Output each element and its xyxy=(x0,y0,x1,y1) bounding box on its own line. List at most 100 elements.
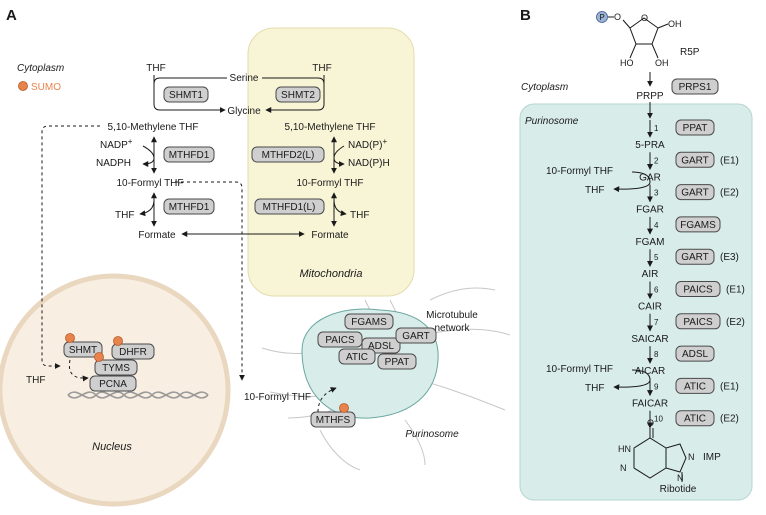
nadph-r: NAD(P)H xyxy=(348,158,390,169)
enzyme-mthfd2l-label: MTHFD2(L) xyxy=(262,150,315,161)
purinosome-panel-b xyxy=(519,103,753,501)
svg-text:OH: OH xyxy=(668,19,682,29)
a-atic-label: ATIC xyxy=(346,352,368,363)
enzyme-pcna-label: PCNA xyxy=(99,379,127,390)
enzyme-mthfd1l-label: MTHFD1(L) xyxy=(263,202,316,213)
r5p-label: R5P xyxy=(680,47,700,58)
network-label: network xyxy=(434,323,470,334)
pathway-steps: 1 PPAT 5-PRA 2 GART (E1) GAR 3 GART (E2) FGAR 4 FGAM… xyxy=(631,119,745,429)
purinosome-label-b: Purinosome xyxy=(525,116,579,127)
step-number: 6 xyxy=(654,286,659,295)
mitochondria-label: Mitochondria xyxy=(300,268,363,280)
enzyme-box xyxy=(675,281,721,297)
imp-structure xyxy=(633,428,687,482)
enzyme-label: GART xyxy=(681,155,709,166)
a-ppat-label: PPAT xyxy=(385,357,410,368)
step-number: 3 xyxy=(654,189,659,198)
thf-r3: THF xyxy=(350,210,369,221)
a-gart-label: GART xyxy=(402,331,430,342)
enzyme-shmt1 xyxy=(163,86,209,103)
enzyme-mthfd1-a xyxy=(163,146,215,163)
thf-b1: THF xyxy=(585,185,604,196)
enzyme-dhfr-label: DHFR xyxy=(119,347,147,358)
sumo-dot-shmt xyxy=(65,333,75,343)
a-fgams xyxy=(344,313,394,330)
metabolite-label: AIR xyxy=(642,269,659,280)
metabolite-label: GAR xyxy=(639,172,661,183)
enzyme-label: ATIC xyxy=(684,414,706,425)
formate-left: Formate xyxy=(138,230,176,241)
a-fgams-label: FGAMS xyxy=(351,317,387,328)
b-prps1 xyxy=(671,78,719,95)
enzyme-box xyxy=(675,410,715,427)
svg-text:OH: OH xyxy=(655,58,669,68)
microtubule-label: Microtubule xyxy=(426,310,478,321)
enzyme-box xyxy=(675,151,715,168)
nadp-r: NAD(P)+ xyxy=(348,137,387,151)
step-number: 5 xyxy=(654,253,659,262)
dna-helix xyxy=(67,391,209,399)
enzyme-tyms xyxy=(94,359,138,376)
sumo-dot-tyms xyxy=(94,352,104,362)
step-number: 8 xyxy=(654,350,659,359)
metabolite-label: AICAR xyxy=(635,366,666,377)
enzyme-shmt2-label: SHMT2 xyxy=(281,90,315,101)
enzyme-mthfd1-b xyxy=(163,198,215,215)
enzyme-mthfd1l xyxy=(254,198,325,215)
a-gart xyxy=(395,327,437,344)
enzyme-domain: (E1) xyxy=(720,381,739,392)
sumo-dot-dhfr xyxy=(113,336,123,346)
step-number: 2 xyxy=(654,156,659,165)
a-ppat xyxy=(377,353,417,370)
formate-right: Formate xyxy=(311,230,349,241)
nucleus-label: Nucleus xyxy=(92,441,132,453)
purinosome-label-a: Purinosome xyxy=(405,429,459,440)
panel-b-label: B xyxy=(520,7,531,24)
enzyme-mthfd1-b-label: MTHFD1 xyxy=(169,202,210,213)
step-number: 4 xyxy=(654,221,659,230)
prpp: PRPP xyxy=(636,91,664,102)
metabolite-label: FGAM xyxy=(636,237,665,248)
step-number: 7 xyxy=(654,318,659,327)
thf-left: THF xyxy=(146,63,165,74)
svg-text:HN: HN xyxy=(618,444,631,454)
nadp-plus: NADP+ xyxy=(100,137,133,151)
a-paics-label: PAICS xyxy=(325,335,355,346)
metabolite-label: SAICAR xyxy=(631,334,668,345)
cytoplasm-label-a: Cytoplasm xyxy=(17,63,64,74)
formyl-thf-right: 10-Formyl THF xyxy=(296,178,363,189)
thf-nucleus: THF xyxy=(26,375,45,386)
enzyme-box xyxy=(675,248,715,265)
step-number: 10 xyxy=(654,415,663,424)
enzyme-dhfr xyxy=(111,343,155,360)
a-atic xyxy=(338,348,376,365)
enzyme-box xyxy=(675,119,715,136)
svg-text:N: N xyxy=(620,463,627,473)
enzyme-domain: (E2) xyxy=(720,188,739,199)
enzyme-box xyxy=(675,216,721,233)
enzyme-label: PPAT xyxy=(683,123,708,134)
svg-text:N: N xyxy=(688,452,695,462)
enzyme-domain: (E1) xyxy=(726,285,745,296)
enzyme-shmt-nuc xyxy=(63,341,103,358)
enzyme-shmt-nuc-label: SHMT xyxy=(69,345,97,356)
step-number: 1 xyxy=(654,124,659,133)
imp-label: IMP xyxy=(703,452,721,463)
metabolite-label: FGAR xyxy=(636,205,664,216)
enzyme-pcna xyxy=(89,375,137,392)
a-mthfs xyxy=(310,411,356,428)
enzyme-label: PAICS xyxy=(683,285,713,296)
enzyme-box xyxy=(675,377,715,394)
metabolite-label: 5-PRA xyxy=(635,140,665,151)
enzyme-box xyxy=(675,313,721,330)
formyl-thf-puri: 10-Formyl THF xyxy=(244,392,311,403)
enzyme-label: GART xyxy=(681,252,709,263)
enzyme-box xyxy=(675,345,715,362)
formyl-thf-left: 10-Formyl THF xyxy=(116,178,183,189)
enzyme-label: ATIC xyxy=(684,381,706,392)
metabolite-label: CAIR xyxy=(638,302,662,313)
a-mthfs-label: MTHFS xyxy=(316,415,351,426)
enzyme-shmt1-label: SHMT1 xyxy=(169,90,203,101)
